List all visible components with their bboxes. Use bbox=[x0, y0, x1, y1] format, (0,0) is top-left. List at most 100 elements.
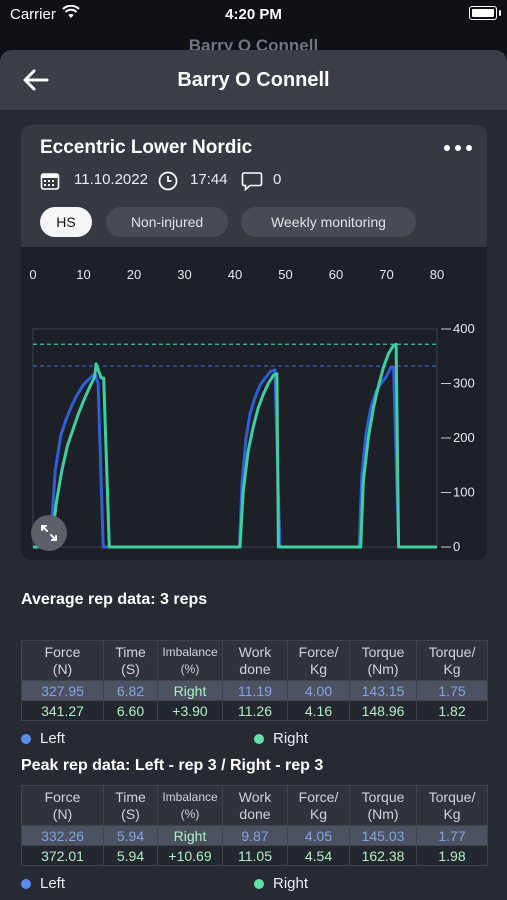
cell: 9.87 bbox=[222, 825, 288, 846]
col-force-per-kg: Force/Kg bbox=[287, 785, 350, 826]
legend-right-dot bbox=[254, 734, 264, 744]
table-header-row: Force (N) Time (S) Imbalance (%) Work done F… bbox=[21, 785, 488, 826]
comment-icon bbox=[241, 172, 263, 191]
more-options-icon[interactable] bbox=[443, 141, 473, 155]
cell: 11.05 bbox=[222, 845, 288, 866]
y-tick-label: 100 bbox=[453, 485, 475, 500]
legend-right-label: Right bbox=[273, 730, 309, 747]
tag-weekly-monitoring[interactable]: Weekly monitoring bbox=[241, 207, 416, 237]
session-date: 11.10.2022 bbox=[74, 171, 148, 188]
col-work-done: Work done bbox=[222, 640, 288, 681]
cell: 5.94 bbox=[103, 825, 158, 846]
y-tick-label: 0 bbox=[453, 539, 460, 554]
col-force: Force (N) bbox=[21, 640, 104, 681]
x-tick-label: 70 bbox=[379, 267, 393, 282]
exercise-title: Eccentric Lower Nordic bbox=[40, 137, 253, 158]
table-row-right: 372.01 5.94 +10.69 11.05 4.54 162.38 1.9… bbox=[21, 845, 488, 866]
cell: 11.19 bbox=[222, 680, 288, 701]
cell: Right bbox=[157, 680, 223, 701]
carrier-label: Carrier bbox=[10, 6, 56, 23]
wifi-icon bbox=[62, 5, 80, 18]
col-work-done: Work done bbox=[222, 785, 288, 826]
x-tick-label: 10 bbox=[76, 267, 90, 282]
clock-icon bbox=[158, 171, 178, 191]
x-tick-label: 50 bbox=[278, 267, 292, 282]
average-rep-table: Force (N) Time (S) Imbalance (%) Work done F… bbox=[21, 640, 488, 721]
force-chart-svg: 0 10 20 30 40 50 60 70 80 400 300 200 100 0 bbox=[29, 267, 475, 554]
status-bar: Carrier 4:20 PM bbox=[0, 0, 507, 30]
col-imbalance: Imbalance (%) bbox=[157, 785, 223, 826]
cell: 341.27 bbox=[21, 700, 104, 721]
col-time: Time (S) bbox=[103, 785, 158, 826]
legend-right-dot bbox=[254, 879, 264, 889]
expand-icon bbox=[41, 525, 57, 541]
average-legend: Left Right bbox=[21, 730, 487, 750]
cell: 5.94 bbox=[103, 845, 158, 866]
legend-left-dot bbox=[21, 734, 31, 744]
expand-chart-button[interactable] bbox=[31, 515, 67, 551]
cell: 1.77 bbox=[416, 825, 488, 846]
plot-frame bbox=[32, 328, 438, 548]
cell: +3.90 bbox=[157, 700, 223, 721]
x-tick-label: 80 bbox=[430, 267, 444, 282]
legend-left-dot bbox=[21, 879, 31, 889]
cell: 1.75 bbox=[416, 680, 488, 701]
col-torque-per-kg: Torque/Kg bbox=[416, 640, 488, 681]
cell: 4.05 bbox=[287, 825, 350, 846]
series-line-right bbox=[33, 342, 437, 549]
col-imbalance: Imbalance (%) bbox=[157, 640, 223, 681]
tag-non-injured[interactable]: Non-injured bbox=[106, 207, 228, 237]
col-torque: Torque (Nm) bbox=[349, 640, 417, 681]
table-header-row: Force (N) Time (S) Imbalance (%) Work done F… bbox=[21, 640, 488, 681]
y-tick-label: 400 bbox=[453, 321, 475, 336]
cell: 11.26 bbox=[222, 700, 288, 721]
calendar-icon bbox=[40, 173, 60, 190]
legend-left-label: Left bbox=[40, 875, 66, 892]
navigation-bar: Barry O Connell bbox=[0, 50, 507, 110]
cell: 372.01 bbox=[21, 845, 104, 866]
x-tick-label: 40 bbox=[228, 267, 242, 282]
y-tick-label: 200 bbox=[453, 430, 475, 445]
session-time: 17:44 bbox=[190, 171, 228, 188]
force-chart: 0 10 20 30 40 50 60 70 80 400 300 200 100 0 bbox=[21, 247, 487, 560]
cell: 6.82 bbox=[103, 680, 158, 701]
cell: Right bbox=[157, 825, 223, 846]
cell: 4.54 bbox=[287, 845, 350, 866]
page-title: Barry O Connell bbox=[177, 69, 330, 91]
legend-left-label: Left bbox=[40, 730, 66, 747]
cell: 332.26 bbox=[21, 825, 104, 846]
x-tick-label: 0 bbox=[29, 267, 36, 282]
peak-legend: Left Right bbox=[21, 875, 487, 895]
cell: +10.69 bbox=[157, 845, 223, 866]
table-row-left: 332.26 5.94 Right 9.87 4.05 145.03 1.77 bbox=[21, 825, 488, 846]
back-arrow-icon[interactable] bbox=[20, 66, 52, 94]
modal-sheet: Barry O Connell Eccentric Lower Nordic 1… bbox=[0, 50, 507, 900]
cell: 145.03 bbox=[349, 825, 417, 846]
table-row-right: 341.27 6.60 +3.90 11.26 4.16 148.96 1.82 bbox=[21, 700, 488, 721]
session-card: Eccentric Lower Nordic 11.10.2022 17:44 … bbox=[21, 125, 487, 560]
cell: 1.98 bbox=[416, 845, 488, 866]
legend-right-label: Right bbox=[273, 875, 309, 892]
x-tick-label: 30 bbox=[177, 267, 191, 282]
col-force-per-kg: Force/Kg bbox=[287, 640, 350, 681]
cell: 148.96 bbox=[349, 700, 417, 721]
col-force: Force (N) bbox=[21, 785, 104, 826]
col-torque: Torque (Nm) bbox=[349, 785, 417, 826]
y-tick-label: 300 bbox=[453, 376, 475, 391]
cell: 4.16 bbox=[287, 700, 350, 721]
table-row-left: 327.95 6.82 Right 11.19 4.00 143.15 1.75 bbox=[21, 680, 488, 701]
cell: 143.15 bbox=[349, 680, 417, 701]
cell: 162.38 bbox=[349, 845, 417, 866]
cell: 327.95 bbox=[21, 680, 104, 701]
status-time: 4:20 PM bbox=[225, 6, 282, 23]
peak-rep-table: Force (N) Time (S) Imbalance (%) Work done F… bbox=[21, 785, 488, 866]
comment-count: 0 bbox=[273, 171, 282, 188]
average-section-title: Average rep data: 3 reps bbox=[21, 591, 208, 608]
peak-section-title: Peak rep data: Left - rep 3 / Right - re… bbox=[21, 757, 324, 774]
cell: 6.60 bbox=[103, 700, 158, 721]
col-time: Time (S) bbox=[103, 640, 158, 681]
x-tick-label: 60 bbox=[329, 267, 343, 282]
tag-hs[interactable]: HS bbox=[40, 207, 92, 237]
x-tick-label: 20 bbox=[127, 267, 141, 282]
battery-icon bbox=[469, 6, 501, 20]
